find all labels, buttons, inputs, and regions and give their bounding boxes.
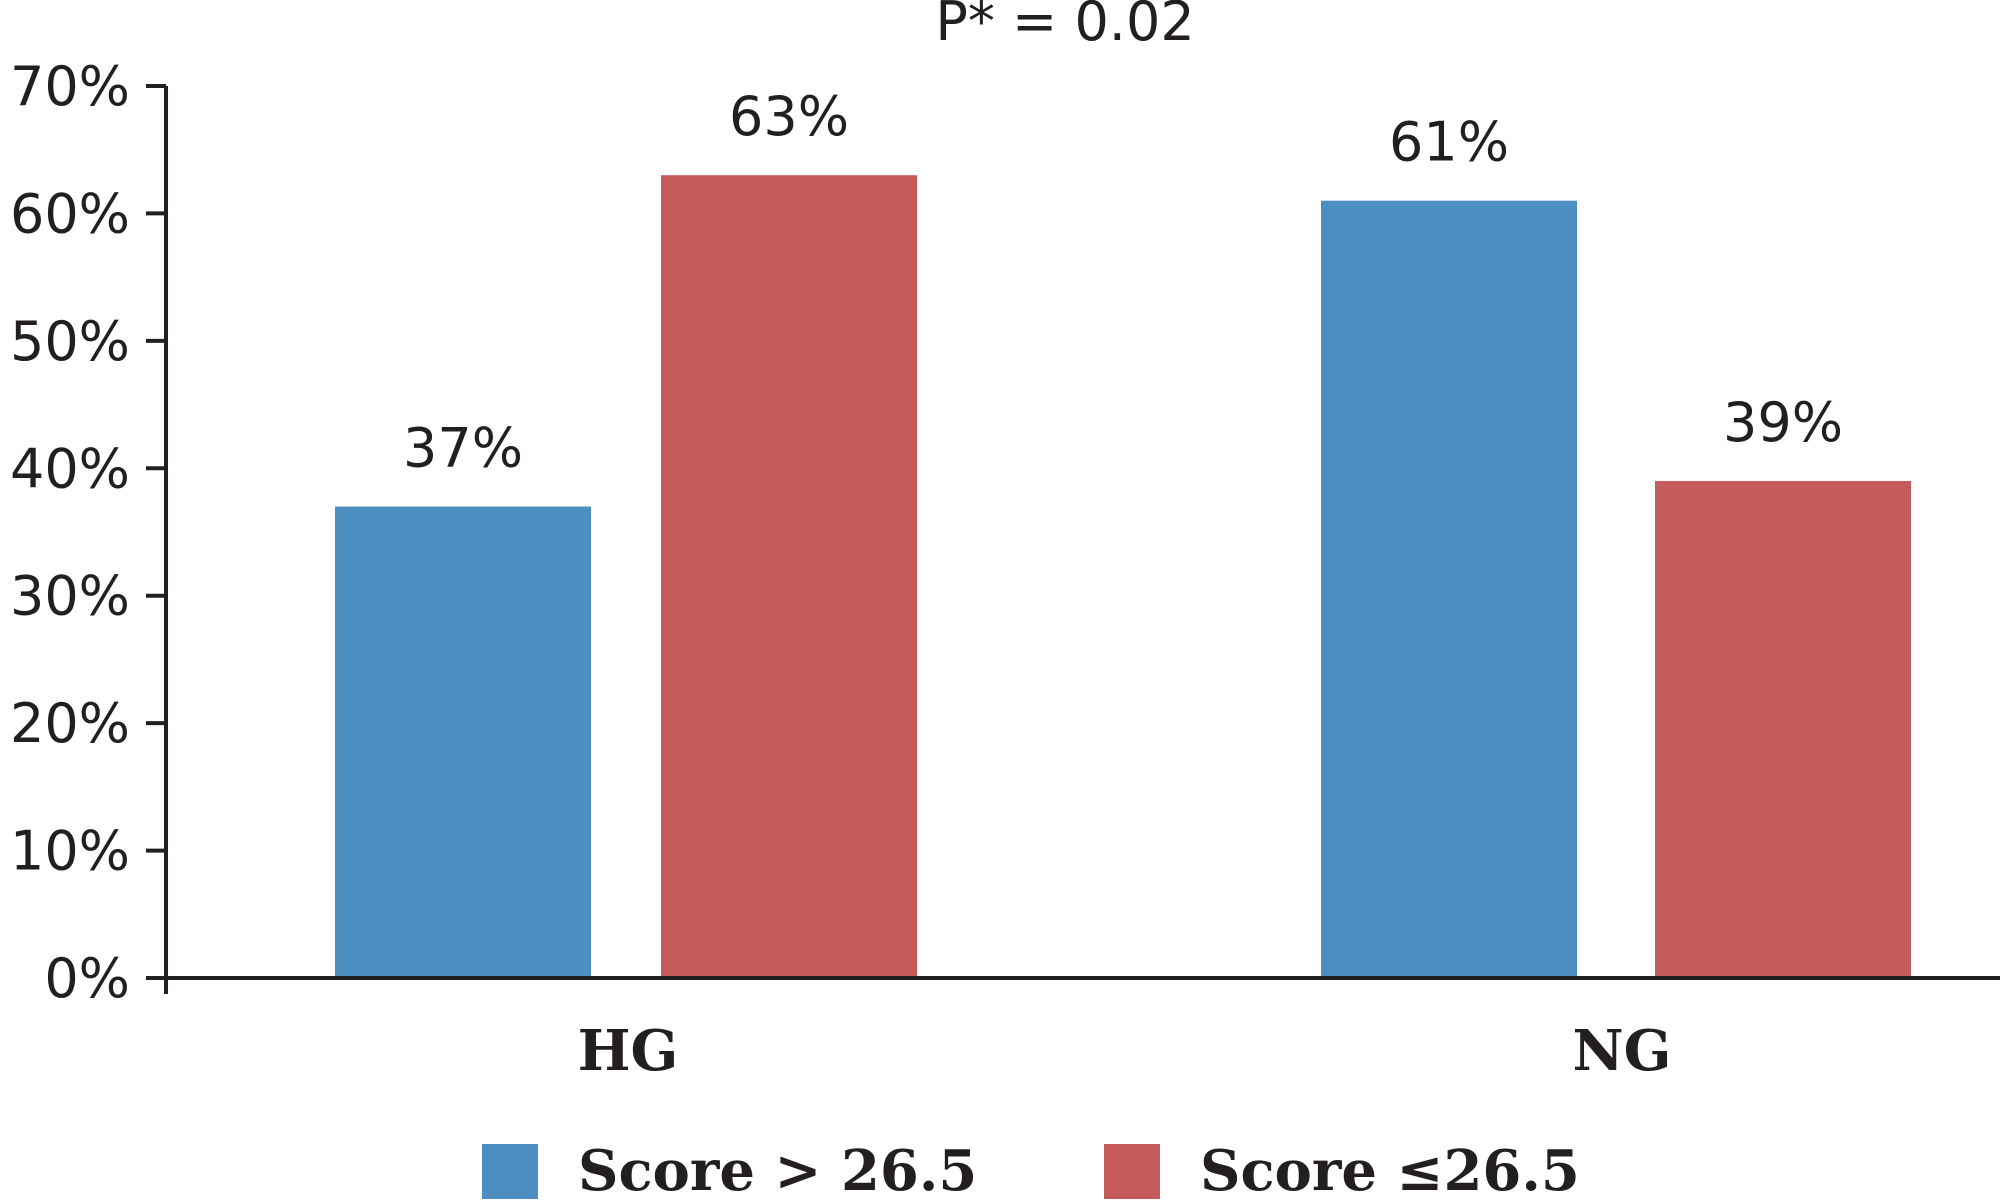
bars	[335, 175, 1911, 976]
legend-label-2: Score ≤26.5	[1200, 1138, 1580, 1199]
data-label: 63%	[729, 85, 849, 148]
chart-title: P* = 0.02	[935, 0, 1194, 53]
y-tick-label: 50%	[10, 310, 130, 373]
bar-ng-series-1	[1321, 200, 1577, 976]
y-tick-label: 70%	[10, 55, 130, 118]
legend: Score > 26.5 Score ≤26.5	[482, 1138, 1580, 1203]
y-tick-label: 60%	[10, 182, 130, 245]
data-label: 39%	[1723, 391, 1843, 454]
category-labels: HG NG	[578, 1018, 1672, 1084]
y-tick-label: 10%	[10, 820, 130, 883]
data-labels: 37% 63% 61% 39%	[403, 85, 1843, 479]
legend-label-1: Score > 26.5	[578, 1138, 977, 1199]
bar-hg-series-1	[335, 506, 591, 976]
y-tick-label: 0%	[44, 947, 130, 1010]
bar-ng-series-2	[1655, 481, 1911, 976]
bar-hg-series-2	[661, 175, 917, 976]
y-tick-label: 20%	[10, 692, 130, 755]
y-tick-label: 30%	[10, 565, 130, 628]
category-label-hg: HG	[578, 1018, 679, 1084]
data-label: 61%	[1389, 111, 1509, 174]
legend-swatch-1	[482, 1144, 538, 1200]
data-label: 37%	[403, 417, 523, 480]
y-tick-label: 40%	[10, 437, 130, 500]
legend-swatch-2	[1104, 1144, 1160, 1200]
axes: 0% 10% 20% 30% 40% 50% 60% 70%	[10, 55, 2000, 1010]
category-label-ng: NG	[1572, 1018, 1671, 1084]
